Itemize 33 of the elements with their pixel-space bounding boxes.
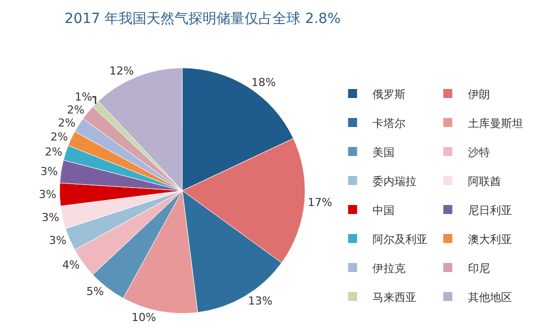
legend-label: 马来西亚 bbox=[372, 290, 417, 304]
legend-label: 土库曼斯坦 bbox=[468, 116, 523, 130]
legend-label: 中国 bbox=[372, 204, 395, 217]
data-label: 17% bbox=[308, 196, 332, 209]
data-label: 3% bbox=[38, 188, 56, 202]
data-label: 12% bbox=[109, 64, 134, 78]
data-label: 13% bbox=[248, 294, 272, 308]
data-label: 3% bbox=[48, 234, 66, 247]
data-label: 5% bbox=[86, 285, 104, 298]
data-label: 2% bbox=[44, 146, 62, 159]
legend-label: 其他地区 bbox=[468, 290, 512, 304]
data-label: 3% bbox=[42, 211, 60, 224]
data-label: 2% bbox=[58, 116, 76, 130]
legend-label: 伊拉克 bbox=[372, 262, 406, 275]
legend-label: 澳大利亚 bbox=[468, 232, 512, 246]
legend-label: 沙特 bbox=[468, 146, 490, 159]
legend-label: 伊朗 bbox=[468, 88, 490, 101]
legend-label: 尼日利亚 bbox=[468, 204, 512, 217]
legend-label: 阿尔及利亚 bbox=[372, 232, 428, 246]
legend-label: 阿联酋 bbox=[468, 174, 501, 188]
legend-label: 俄罗斯 bbox=[372, 88, 406, 101]
legend-label: 委内瑞拉 bbox=[372, 174, 417, 188]
data-label: 4% bbox=[62, 258, 80, 272]
data-label: 2% bbox=[67, 103, 84, 116]
data-label: 2% bbox=[50, 130, 68, 144]
chart-title: 2017 年我国天然气探明储量仅占全球 2.8% bbox=[64, 10, 341, 27]
legend-label: 卡塔尔 bbox=[372, 116, 406, 130]
legend-label: 美国 bbox=[372, 146, 395, 159]
data-label: 18% bbox=[251, 76, 276, 89]
data-label: 1% bbox=[74, 90, 92, 104]
data-label: 3% bbox=[40, 164, 58, 178]
legend-label: 印尼 bbox=[468, 262, 490, 275]
data-label: 10% bbox=[132, 311, 156, 324]
